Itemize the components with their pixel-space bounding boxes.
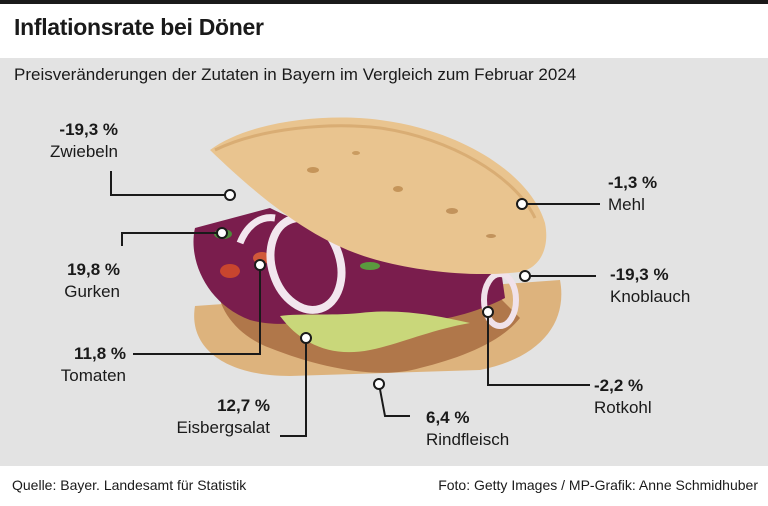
label-mehl: -1,3 % Mehl — [608, 172, 657, 216]
name-zwiebeln: Zwiebeln — [49, 142, 118, 161]
value-rindfleisch: 6,4 % — [426, 408, 470, 427]
credit-note: Foto: Getty Images / MP-Grafik: Anne Sch… — [438, 477, 758, 493]
marker-gurken — [216, 227, 228, 239]
footer: Quelle: Bayer. Landesamt für Statistik F… — [0, 466, 768, 506]
marker-knoblauch — [519, 270, 531, 282]
toast-spot — [352, 151, 360, 155]
bread-top — [210, 117, 547, 275]
marker-rotkohl — [482, 306, 494, 318]
value-tomaten: 11,8 % — [74, 344, 126, 363]
name-rindfleisch: Rindfleisch — [426, 430, 510, 449]
illustration-panel: Preisveränderungen der Zutaten in Bayern… — [0, 58, 768, 466]
value-eisbergsalat: 12,7 % — [217, 396, 270, 415]
tomato-piece — [220, 264, 240, 278]
marker-zwiebeln — [224, 189, 236, 201]
onion-ring — [481, 271, 519, 329]
toast-spot — [486, 234, 496, 238]
leader-line-zwiebeln — [110, 171, 230, 196]
toast-spot — [446, 208, 458, 214]
leader-line-gurken — [121, 232, 222, 246]
lettuce — [280, 311, 470, 353]
doner-illustration — [110, 117, 600, 437]
label-tomaten: 11,8 % Tomaten — [61, 343, 126, 387]
marker-tomaten — [254, 259, 266, 271]
onion-ring — [236, 214, 276, 245]
leader-line-rotkohl — [487, 312, 590, 386]
name-knoblauch: Knoblauch — [610, 287, 691, 306]
label-gurken: 19,8 % Gurken — [64, 259, 120, 303]
bread-crust — [214, 124, 537, 219]
marker-mehl — [516, 198, 528, 210]
label-eisbergsalat: 12,7 % Eisbergsalat — [176, 395, 270, 439]
name-tomaten: Tomaten — [60, 366, 126, 385]
top-rule — [0, 0, 768, 4]
label-rotkohl: -2,2 % Rotkohl — [594, 375, 652, 419]
onion-ring — [266, 214, 346, 314]
page-title: Inflationsrate bei Döner — [14, 14, 264, 40]
leader-line-rindfleisch — [378, 383, 410, 417]
herb-piece — [360, 262, 380, 270]
marker-rindfleisch — [373, 378, 385, 390]
name-eisbergsalat: Eisbergsalat — [176, 418, 270, 437]
value-mehl: -1,3 % — [608, 173, 658, 192]
toast-spot — [393, 186, 403, 192]
marker-eisbergsalat — [300, 332, 312, 344]
value-gurken: 19,8 % — [67, 260, 120, 279]
name-mehl: Mehl — [608, 195, 645, 214]
name-rotkohl: Rotkohl — [594, 398, 652, 417]
value-knoblauch: -19,3 % — [610, 265, 669, 284]
page-subtitle: Preisveränderungen der Zutaten in Bayern… — [14, 65, 577, 84]
label-rindfleisch: 6,4 % Rindfleisch — [426, 407, 509, 451]
name-gurken: Gurken — [64, 282, 120, 301]
label-zwiebeln: -19,3 % Zwiebeln — [50, 119, 118, 163]
leader-line-eisbergsalat — [280, 338, 307, 437]
label-knoblauch: -19,3 % Knoblauch — [610, 264, 690, 308]
source-note: Quelle: Bayer. Landesamt für Statistik — [12, 477, 247, 493]
toast-spot — [307, 167, 319, 173]
value-zwiebeln: -19,3 % — [59, 120, 118, 139]
leader-line-tomaten — [133, 265, 261, 355]
value-rotkohl: -2,2 % — [594, 376, 644, 395]
